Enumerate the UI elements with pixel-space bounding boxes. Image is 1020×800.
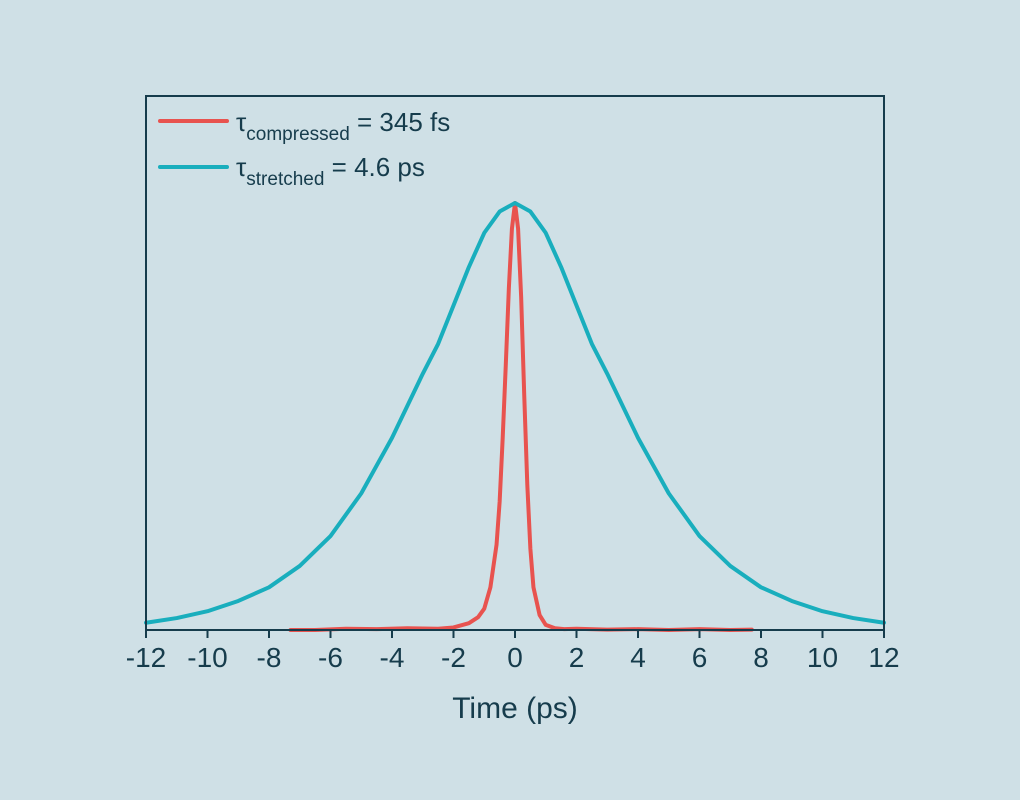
- x-tick-label: -4: [380, 642, 405, 673]
- x-tick-label: 4: [630, 642, 646, 673]
- legend: τcompressed = 345 fs τstretched = 4.6 ps: [158, 107, 450, 190]
- legend-entry-stretched: τstretched = 4.6 ps: [158, 152, 425, 190]
- x-tick-label: 2: [569, 642, 585, 673]
- x-axis-ticks: [145, 630, 885, 638]
- x-tick-label: 8: [753, 642, 769, 673]
- plot-lines: [144, 201, 886, 632]
- x-tick-label: 12: [868, 642, 899, 673]
- x-tick-label: -6: [318, 642, 343, 673]
- x-axis-label: Time (ps): [452, 692, 578, 725]
- x-tick-label: -10: [187, 642, 227, 673]
- x-tick-label: -2: [441, 642, 466, 673]
- x-tick-label: 0: [507, 642, 523, 673]
- legend-label-stretched: τstretched = 4.6 ps: [236, 152, 425, 190]
- x-tick-label: 10: [807, 642, 838, 673]
- x-axis-tick-labels: -12 -10 -8 -6 -4 -2 0 2 4 6 8 10 12: [126, 642, 900, 673]
- x-tick-label: 6: [692, 642, 708, 673]
- series-line-compressed: [288, 201, 754, 632]
- x-tick-label: -8: [257, 642, 282, 673]
- legend-entry-compressed: τcompressed = 345 fs: [158, 107, 450, 145]
- series-line-stretched: [144, 201, 886, 625]
- legend-label-compressed: τcompressed = 345 fs: [236, 107, 450, 145]
- x-tick-label: -12: [126, 642, 166, 673]
